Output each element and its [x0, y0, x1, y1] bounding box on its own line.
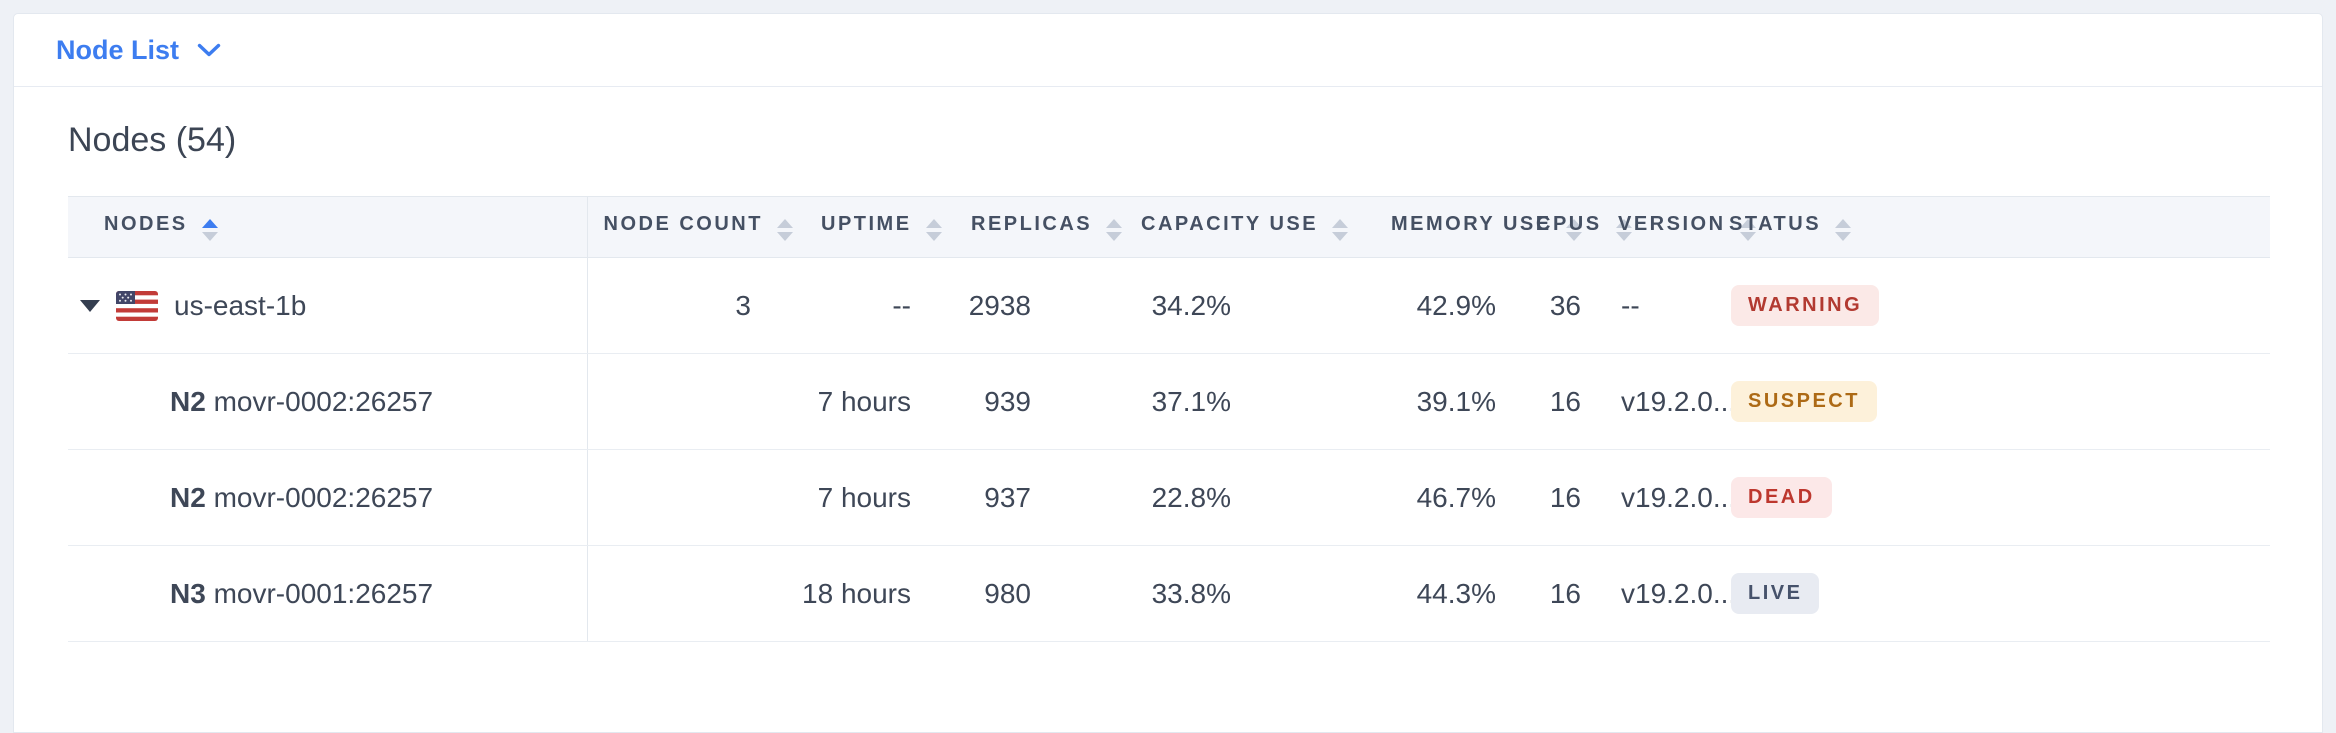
node-count-value: 3	[587, 257, 801, 354]
column-header-status[interactable]: STATUS	[1721, 196, 2270, 258]
cpus-value: 36	[1521, 257, 1611, 354]
topbar: Node List	[14, 14, 2322, 87]
table-row-node[interactable]: N2 movr-0002:26257 7 hours 939 37.1% 39.…	[68, 353, 2270, 450]
column-header-nodes[interactable]: NODES	[68, 196, 588, 258]
column-header-replicas[interactable]: REPLICAS	[941, 196, 1123, 258]
version-value: v19.2.0...	[1611, 353, 1736, 450]
column-header-cpus[interactable]: CPUS	[1521, 196, 1632, 258]
content: Nodes (54) NODES NODE COUNT UPTIME	[14, 121, 2322, 642]
memory-use-value: 46.7%	[1331, 449, 1521, 546]
cpus-value: 16	[1521, 545, 1611, 642]
column-label: STATUS	[1729, 213, 1822, 235]
node-address[interactable]: movr-0002:26257	[213, 385, 434, 417]
column-header-version[interactable]: VERSION	[1611, 196, 1756, 258]
sort-icon[interactable]	[776, 219, 793, 241]
memory-use-value: 39.1%	[1331, 353, 1521, 450]
replicas-value: 937	[941, 449, 1081, 546]
memory-use-value: 42.9%	[1331, 257, 1521, 354]
view-selector-dropdown[interactable]: Node List	[56, 35, 221, 66]
node-count-value	[587, 545, 801, 642]
version-value: v19.2.0...	[1611, 545, 1736, 642]
capacity-use-value: 22.8%	[1081, 449, 1331, 546]
node-id[interactable]: N2	[170, 385, 206, 417]
column-header-memory-use[interactable]: MEMORY USE	[1331, 196, 1582, 258]
column-label: CPUS	[1536, 213, 1602, 235]
status-badge: WARNING	[1731, 285, 1880, 326]
column-label: NODE COUNT	[603, 213, 763, 235]
table-row-node[interactable]: N3 movr-0001:26257 18 hours 980 33.8% 44…	[68, 545, 2270, 642]
node-list-card: Node List Nodes (54) NODES NODE COUNT	[13, 13, 2323, 733]
status-badge: SUSPECT	[1731, 381, 1877, 422]
capacity-use-value: 33.8%	[1081, 545, 1331, 642]
column-header-node-count[interactable]: NODE COUNT	[587, 196, 801, 258]
version-value: --	[1611, 257, 1721, 354]
region-name[interactable]: us-east-1b	[174, 289, 307, 321]
node-address[interactable]: movr-0001:26257	[213, 577, 434, 609]
sort-icon[interactable]	[1835, 219, 1852, 241]
node-address[interactable]: movr-0002:26257	[213, 481, 434, 513]
node-id[interactable]: N2	[170, 481, 206, 513]
uptime-value: 7 hours	[801, 449, 941, 546]
uptime-value: 7 hours	[801, 353, 941, 450]
column-header-uptime[interactable]: UPTIME	[801, 196, 942, 258]
sort-icon[interactable]	[1106, 219, 1123, 241]
column-label: CAPACITY USE	[1141, 213, 1319, 235]
version-value: v19.2.0...	[1611, 449, 1736, 546]
column-label: MEMORY USE	[1391, 213, 1552, 235]
status-badge: DEAD	[1731, 477, 1832, 518]
node-id[interactable]: N3	[170, 577, 206, 609]
uptime-value: --	[801, 257, 941, 354]
sort-icon[interactable]	[1332, 219, 1349, 241]
page-title: Nodes (54)	[68, 121, 237, 159]
column-label: UPTIME	[821, 213, 912, 235]
column-label: REPLICAS	[971, 213, 1093, 235]
view-selector-label: Node List	[56, 34, 180, 65]
replicas-value: 2938	[941, 257, 1081, 354]
sort-icon[interactable]	[201, 219, 218, 241]
sort-icon[interactable]	[925, 219, 942, 241]
column-header-capacity-use[interactable]: CAPACITY USE	[1081, 196, 1349, 258]
capacity-use-value: 34.2%	[1081, 257, 1331, 354]
cpus-value: 16	[1521, 449, 1611, 546]
cpus-value: 16	[1521, 353, 1611, 450]
uptime-value: 18 hours	[801, 545, 941, 642]
nodes-table: NODES NODE COUNT UPTIME REPLICAS CAPACIT…	[68, 196, 2270, 642]
replicas-value: 939	[941, 353, 1081, 450]
collapse-caret-icon[interactable]	[80, 299, 100, 312]
table-header-row: NODES NODE COUNT UPTIME REPLICAS CAPACIT…	[68, 196, 2270, 258]
column-label: NODES	[104, 213, 188, 235]
memory-use-value: 44.3%	[1331, 545, 1521, 642]
status-badge: LIVE	[1731, 573, 1820, 614]
table-row-region[interactable]: us-east-1b 3 -- 2938 34.2% 42.9% 36 -- W…	[68, 257, 2270, 354]
replicas-value: 980	[941, 545, 1081, 642]
table-row-node[interactable]: N2 movr-0002:26257 7 hours 937 22.8% 46.…	[68, 449, 2270, 546]
us-flag-icon	[116, 290, 158, 321]
capacity-use-value: 37.1%	[1081, 353, 1331, 450]
node-count-value	[587, 353, 801, 450]
column-label: VERSION	[1618, 213, 1726, 235]
chevron-down-icon	[197, 43, 221, 56]
node-count-value	[587, 449, 801, 546]
